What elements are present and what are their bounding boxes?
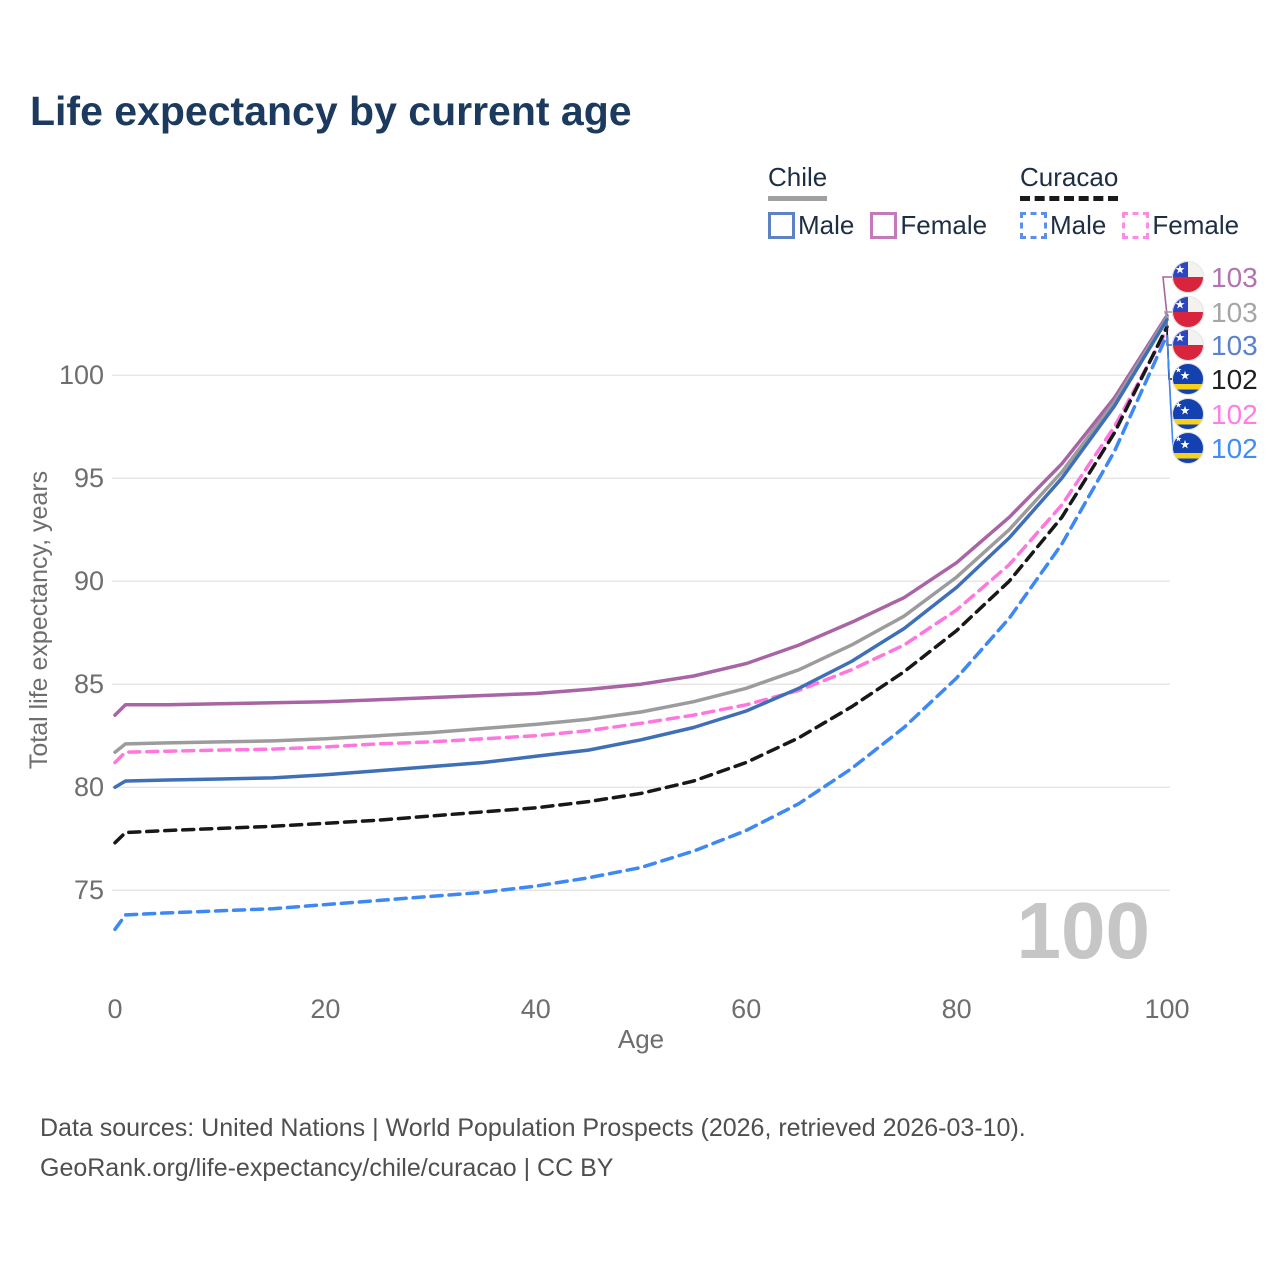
x-tick-label: 60 — [731, 994, 761, 1024]
flag-ring — [1172, 261, 1204, 293]
data-sources-line: Data sources: United Nations | World Pop… — [40, 1114, 1026, 1142]
legend-row-curacao: Male Female — [1020, 210, 1255, 241]
end-label-leader — [1162, 276, 1176, 316]
star-glyph: ★ — [1175, 401, 1182, 410]
star-glyph: ★ — [1180, 369, 1191, 383]
end-label-leader — [1166, 326, 1176, 380]
legend-country-curacao: Curacao — [1020, 162, 1119, 201]
end-value-label-curacao-all: 102 — [1211, 364, 1258, 395]
source-attribution: Data sources: United Nations | World Pop… — [40, 1108, 1026, 1188]
x-tick-label: 20 — [310, 994, 340, 1024]
page-title: Life expectancy by current age — [30, 88, 632, 134]
chile-flag-icon: ★ — [1172, 261, 1204, 293]
flag-ring — [1172, 363, 1204, 395]
legend-label-chile-male: Male — [798, 210, 855, 240]
end-value-label-curacao-male: 102 — [1211, 433, 1258, 464]
credit-line: GeoRank.org/life-expectancy/chile/curaca… — [40, 1154, 614, 1182]
legend-swatch-chile-female[interactable] — [870, 212, 898, 239]
legend-row-chile: Male Female — [768, 210, 1003, 241]
y-tick-label: 80 — [74, 772, 104, 802]
series-line-curacao-male — [113, 333, 1169, 932]
series-line-chile-female — [113, 313, 1169, 717]
star-glyph: ★ — [1175, 366, 1182, 375]
curacao-flag-icon: ★★ — [1172, 432, 1204, 464]
star-glyph: ★ — [1175, 331, 1186, 345]
x-axis-title: Age — [618, 1024, 664, 1054]
x-tick-label: 100 — [1144, 994, 1189, 1024]
flag-ring — [1172, 296, 1204, 328]
chile-flag-icon: ★ — [1172, 329, 1204, 361]
legend-country-chile: Chile — [768, 162, 828, 201]
y-tick-label: 95 — [74, 463, 104, 493]
flag-ring — [1172, 398, 1204, 430]
star-glyph: ★ — [1175, 298, 1186, 312]
curacao-flag-icon: ★★ — [1172, 363, 1204, 395]
x-tick-label: 0 — [107, 994, 122, 1024]
chile-flag-icon: ★ — [1172, 296, 1204, 328]
legend-label-curacao-female: Female — [1152, 210, 1240, 240]
end-label-leader — [1166, 334, 1176, 449]
end-value-label-curacao-female: 102 — [1211, 399, 1258, 430]
legend-swatch-chile-male[interactable] — [768, 212, 795, 239]
star-glyph: ★ — [1175, 263, 1186, 277]
legend-swatch-curacao-female[interactable] — [1122, 212, 1150, 239]
y-tick-label: 85 — [74, 669, 104, 699]
star-glyph: ★ — [1180, 404, 1191, 418]
end-label-leader — [1166, 329, 1176, 415]
series-line-curacao-all — [113, 325, 1169, 845]
star-glyph: ★ — [1180, 438, 1191, 452]
age-watermark: 100 — [1017, 886, 1150, 975]
end-value-label-chile-male: 103 — [1211, 330, 1258, 361]
legend-group-chile: Chile Male Female — [768, 162, 1003, 241]
x-tick-label: 80 — [942, 994, 972, 1024]
legend-label-curacao-male: Male — [1050, 210, 1107, 240]
end-label-leader — [1163, 311, 1176, 318]
series-line-chile-all — [113, 315, 1169, 754]
flag-ring — [1172, 432, 1204, 464]
end-label-leader — [1166, 319, 1176, 346]
legend-swatch-curacao-male[interactable] — [1020, 212, 1047, 239]
legend-group-curacao: Curacao Male Female — [1020, 162, 1255, 241]
star-glyph: ★ — [1175, 435, 1182, 444]
y-tick-label: 75 — [74, 875, 104, 905]
x-tick-label: 40 — [521, 994, 551, 1024]
legend-label-chile-female: Female — [900, 210, 988, 240]
y-tick-label: 100 — [59, 360, 104, 390]
series-line-curacao-female — [113, 328, 1169, 765]
flag-ring — [1172, 329, 1204, 361]
y-tick-label: 90 — [74, 566, 104, 596]
curacao-flag-icon: ★★ — [1172, 398, 1204, 430]
series-line-chile-male — [113, 317, 1169, 789]
end-value-label-chile-female: 103 — [1211, 262, 1258, 293]
end-value-label-chile-all: 103 — [1211, 297, 1258, 328]
y-axis-title: Total life expectancy, years — [25, 471, 53, 769]
